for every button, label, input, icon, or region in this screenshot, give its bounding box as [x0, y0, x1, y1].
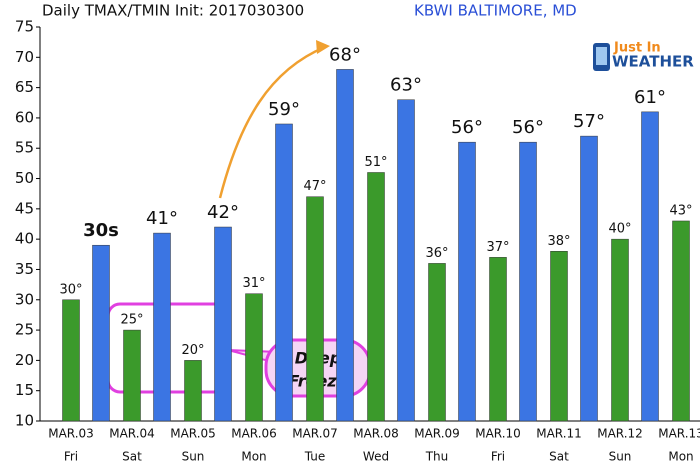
data-label: 56° — [512, 117, 544, 138]
data-label: 59° — [268, 99, 300, 120]
bar — [184, 360, 202, 422]
x-tick-sublabel: Fri — [491, 450, 505, 464]
y-tick-label: 45 — [15, 199, 34, 217]
y-tick-label: 50 — [15, 169, 34, 187]
data-label: 38° — [547, 234, 570, 249]
data-label: 25° — [120, 313, 143, 328]
logo-screen — [596, 47, 607, 65]
y-tick-label: 35 — [15, 260, 34, 278]
x-tick-sublabel: Wed — [363, 450, 389, 464]
bar — [672, 220, 690, 422]
data-label: 20° — [181, 343, 204, 358]
bar — [550, 251, 568, 422]
data-label: 42° — [207, 202, 239, 223]
bar — [641, 111, 659, 422]
x-tick-label: MAR.08 — [353, 427, 399, 441]
chart-subtitle: KBWI BALTIMORE, MD — [414, 2, 577, 20]
data-label: 56° — [451, 117, 483, 138]
x-tick-label: MAR.12 — [597, 427, 643, 441]
bar — [153, 232, 171, 422]
x-tick-sublabel: Sat — [122, 450, 142, 464]
logo-line2: WEATHER — [612, 53, 694, 71]
bar — [336, 69, 354, 422]
x-tick-label: MAR.03 — [48, 427, 94, 441]
x-tick-label: MAR.13 — [658, 427, 700, 441]
y-tick-label: 40 — [15, 230, 34, 248]
bar — [123, 329, 141, 422]
bar — [489, 257, 507, 422]
x-tick-sublabel: Thu — [425, 450, 449, 464]
x-tick-label: MAR.05 — [170, 427, 216, 441]
data-label: 30° — [59, 282, 82, 297]
data-label: 47° — [303, 179, 326, 194]
bar — [275, 123, 293, 422]
data-label: 30s — [83, 220, 119, 241]
arrow-head — [316, 40, 330, 54]
x-tick-sublabel: Tue — [304, 450, 326, 464]
bar — [611, 238, 629, 422]
x-tick-label: MAR.09 — [414, 427, 460, 441]
data-label: 40° — [608, 222, 631, 237]
x-tick-sublabel: Sun — [609, 450, 632, 464]
x-tick-label: MAR.06 — [231, 427, 277, 441]
y-tick-label: 15 — [15, 381, 34, 399]
logo: Just In WEATHER — [593, 41, 694, 71]
arrow — [218, 45, 326, 199]
y-tick-label: 70 — [15, 48, 34, 66]
x-tick-sublabel: Sat — [549, 450, 569, 464]
bar — [458, 141, 476, 422]
bar — [92, 244, 110, 422]
data-label: 43° — [669, 203, 692, 218]
data-label: 41° — [146, 208, 178, 229]
y-tick-label: 55 — [15, 139, 34, 157]
bar — [306, 196, 324, 422]
y-tick-label: 30 — [15, 290, 34, 308]
data-label: 61° — [634, 87, 666, 108]
data-label: 51° — [364, 155, 387, 170]
data-label: 57° — [573, 111, 605, 132]
bar — [214, 226, 232, 422]
bar — [397, 99, 415, 422]
y-tick-label: 25 — [15, 321, 34, 339]
data-label: 36° — [425, 246, 448, 261]
x-tick-sublabel: Mon — [241, 450, 266, 464]
y-tick-label: 20 — [15, 351, 34, 369]
x-tick-label: MAR.10 — [475, 427, 521, 441]
bar — [519, 141, 537, 422]
y-tick-label: 75 — [15, 18, 34, 36]
x-tick-label: MAR.11 — [536, 427, 582, 441]
data-label: 37° — [486, 240, 509, 255]
y-tick-label: 65 — [15, 78, 34, 96]
x-tick-sublabel: Mon — [668, 450, 693, 464]
x-tick-label: MAR.07 — [292, 427, 338, 441]
bar — [245, 293, 263, 422]
x-tick-sublabel: Fri — [64, 450, 78, 464]
x-tick-label: MAR.04 — [109, 427, 155, 441]
y-tick-label: 10 — [15, 412, 34, 430]
bar — [62, 299, 80, 422]
logo-line1: Just In — [613, 41, 661, 56]
chart-title: Daily TMAX/TMIN Init: 2017030300 — [42, 2, 304, 20]
x-tick-sublabel: Sun — [182, 450, 205, 464]
data-label: 63° — [390, 75, 422, 96]
bar — [428, 263, 446, 422]
bar — [580, 135, 598, 422]
bar — [367, 172, 385, 422]
data-label: 68° — [329, 44, 361, 65]
data-label: 31° — [242, 276, 265, 291]
y-tick-label: 60 — [15, 108, 34, 126]
